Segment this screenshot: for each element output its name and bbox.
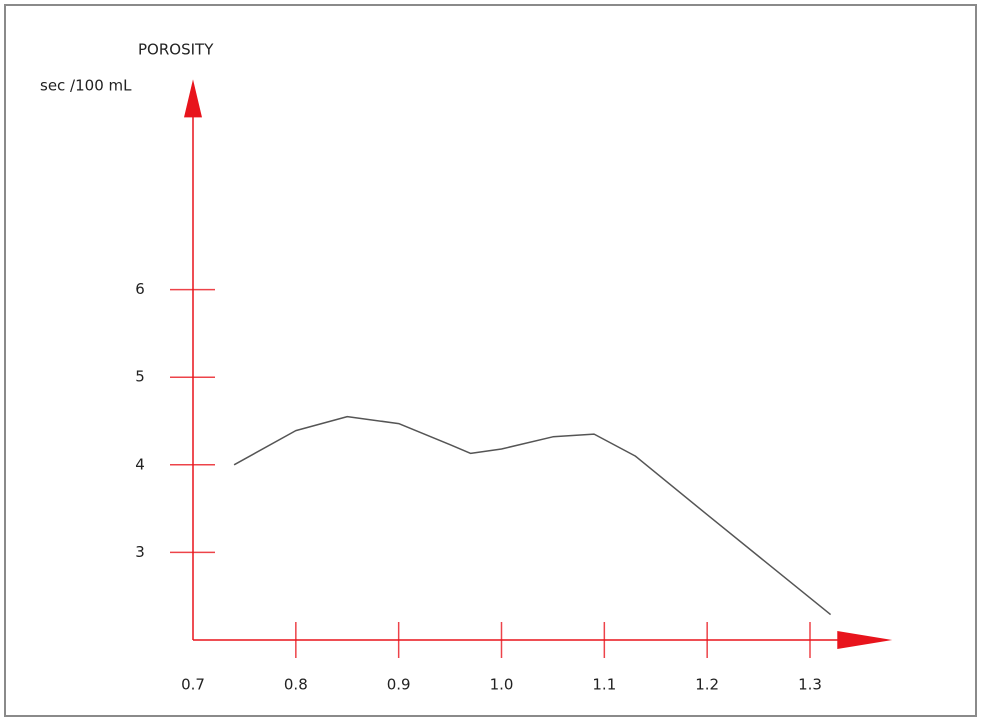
x-tick-label: 0.8 bbox=[284, 676, 308, 694]
x-tick-label: 1.3 bbox=[798, 676, 822, 694]
x-tick-label: 0.7 bbox=[181, 676, 205, 694]
y-axis-unit: sec /100 mL bbox=[40, 77, 132, 95]
data-line bbox=[233, 415, 832, 616]
y-tick-label: 5 bbox=[135, 368, 145, 386]
x-tick-label: 0.9 bbox=[387, 676, 411, 694]
y-tick-label: 4 bbox=[135, 455, 145, 473]
x-axis-arrow bbox=[837, 631, 893, 649]
x-tick-label: 1.0 bbox=[490, 676, 514, 694]
y-tick-label: 6 bbox=[135, 280, 145, 298]
x-tick-label: 1.2 bbox=[695, 676, 719, 694]
y-tick-label: 3 bbox=[135, 543, 145, 561]
frame bbox=[4, 4, 977, 717]
x-tick-label: 1.1 bbox=[592, 676, 616, 694]
y-axis-arrow bbox=[184, 79, 202, 118]
y-axis-title: POROSITY bbox=[138, 41, 214, 59]
